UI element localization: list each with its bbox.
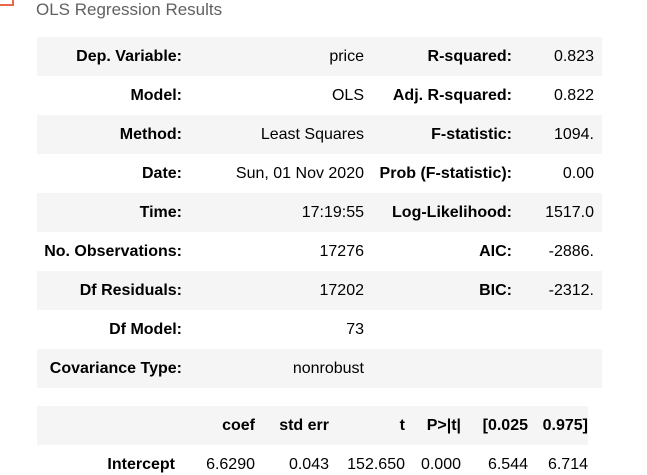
coef-header bbox=[37, 406, 175, 445]
coef-value: 6.544 bbox=[487, 455, 528, 473]
summary-label: Adj. R-squared: bbox=[392, 86, 512, 104]
summary-value: 17202 bbox=[201, 271, 364, 310]
summary-value: Least Squares bbox=[201, 115, 364, 154]
summary-row: Dep. Variable: price R-squared: 0.823 bbox=[37, 37, 602, 76]
summary-label: Time: bbox=[37, 193, 201, 232]
summary-value bbox=[532, 349, 602, 388]
coef-header: std err bbox=[255, 406, 329, 445]
coef-value: 6.6290 bbox=[206, 455, 255, 473]
summary-value: 0.823 bbox=[532, 37, 602, 76]
summary-label: Dep. Variable: bbox=[37, 37, 201, 76]
summary-value: -2886. bbox=[548, 242, 594, 260]
summary-row: Method: Least Squares F-statistic: 1094. bbox=[37, 115, 602, 154]
summary-label: Df Model: bbox=[109, 320, 182, 338]
coef-value: 6.714 bbox=[547, 455, 588, 473]
table-caption: OLS Regression Results bbox=[36, 0, 223, 19]
summary-label: Log-Likelihood: bbox=[364, 193, 532, 232]
coef-value: 0.043 bbox=[288, 455, 329, 473]
coef-header-row: coef std err t P>|t| [0.025 0.975] bbox=[37, 406, 588, 445]
summary-label bbox=[364, 349, 532, 388]
summary-row: Covariance Type: nonrobust bbox=[37, 349, 602, 388]
coef-value: 0.000 bbox=[420, 455, 461, 473]
summary-label: R-squared: bbox=[364, 37, 532, 76]
regression-summary-table: Dep. Variable: price R-squared: 0.823 Model:… bbox=[37, 37, 602, 388]
summary-value: OLS bbox=[331, 86, 364, 104]
summary-label: Method: bbox=[37, 115, 201, 154]
summary-label: AIC: bbox=[479, 242, 512, 260]
coef-header: P>|t| bbox=[405, 406, 461, 445]
summary-label: F-statistic: bbox=[364, 115, 532, 154]
summary-value: 17276 bbox=[319, 242, 365, 260]
summary-row: Time: 17:19:55 Log-Likelihood: 1517.0 bbox=[37, 193, 602, 232]
summary-value: 73 bbox=[346, 320, 364, 338]
summary-label: No. Observations: bbox=[44, 242, 182, 260]
coef-row-label: Intercept bbox=[107, 455, 175, 473]
summary-row: Df Residuals: 17202 BIC: -2312. bbox=[37, 271, 602, 310]
summary-row: Date: Sun, 01 Nov 2020 Prob (F-statistic):… bbox=[37, 154, 602, 193]
summary-value: -2312. bbox=[532, 271, 602, 310]
summary-value: 0.00 bbox=[562, 164, 594, 182]
summary-value: 0.822 bbox=[553, 86, 594, 104]
coefficient-table: coef std err t P>|t| [0.025 0.975] Intercept 6.… bbox=[37, 406, 588, 475]
summary-value bbox=[532, 310, 602, 349]
summary-label: Prob (F-statistic): bbox=[379, 164, 512, 182]
coef-value: 152.650 bbox=[347, 455, 405, 473]
summary-value: nonrobust bbox=[201, 349, 364, 388]
coef-header: coef bbox=[175, 406, 255, 445]
summary-value: 17:19:55 bbox=[201, 193, 364, 232]
summary-label: Df Residuals: bbox=[37, 271, 201, 310]
coef-header: t bbox=[329, 406, 405, 445]
summary-row: Df Model: 73 bbox=[37, 310, 602, 349]
summary-value: Sun, 01 Nov 2020 bbox=[235, 164, 364, 182]
summary-label: Date: bbox=[141, 164, 182, 182]
summary-value: 1094. bbox=[532, 115, 602, 154]
summary-label: Covariance Type: bbox=[37, 349, 201, 388]
summary-row: No. Observations: 17276 AIC: -2886. bbox=[37, 232, 602, 271]
summary-label: Model: bbox=[130, 86, 182, 104]
summary-value: 1517.0 bbox=[532, 193, 602, 232]
coef-header: [0.025 bbox=[461, 406, 528, 445]
coef-row: Intercept 6.6290 0.043 152.650 0.000 6.544 6.7… bbox=[37, 445, 588, 475]
output-prompt-marker bbox=[0, 0, 14, 6]
summary-label bbox=[364, 310, 532, 349]
summary-row: Model: OLS Adj. R-squared: 0.822 bbox=[37, 76, 602, 115]
summary-value: price bbox=[201, 37, 364, 76]
coef-header: 0.975] bbox=[528, 406, 588, 445]
summary-label: BIC: bbox=[364, 271, 532, 310]
